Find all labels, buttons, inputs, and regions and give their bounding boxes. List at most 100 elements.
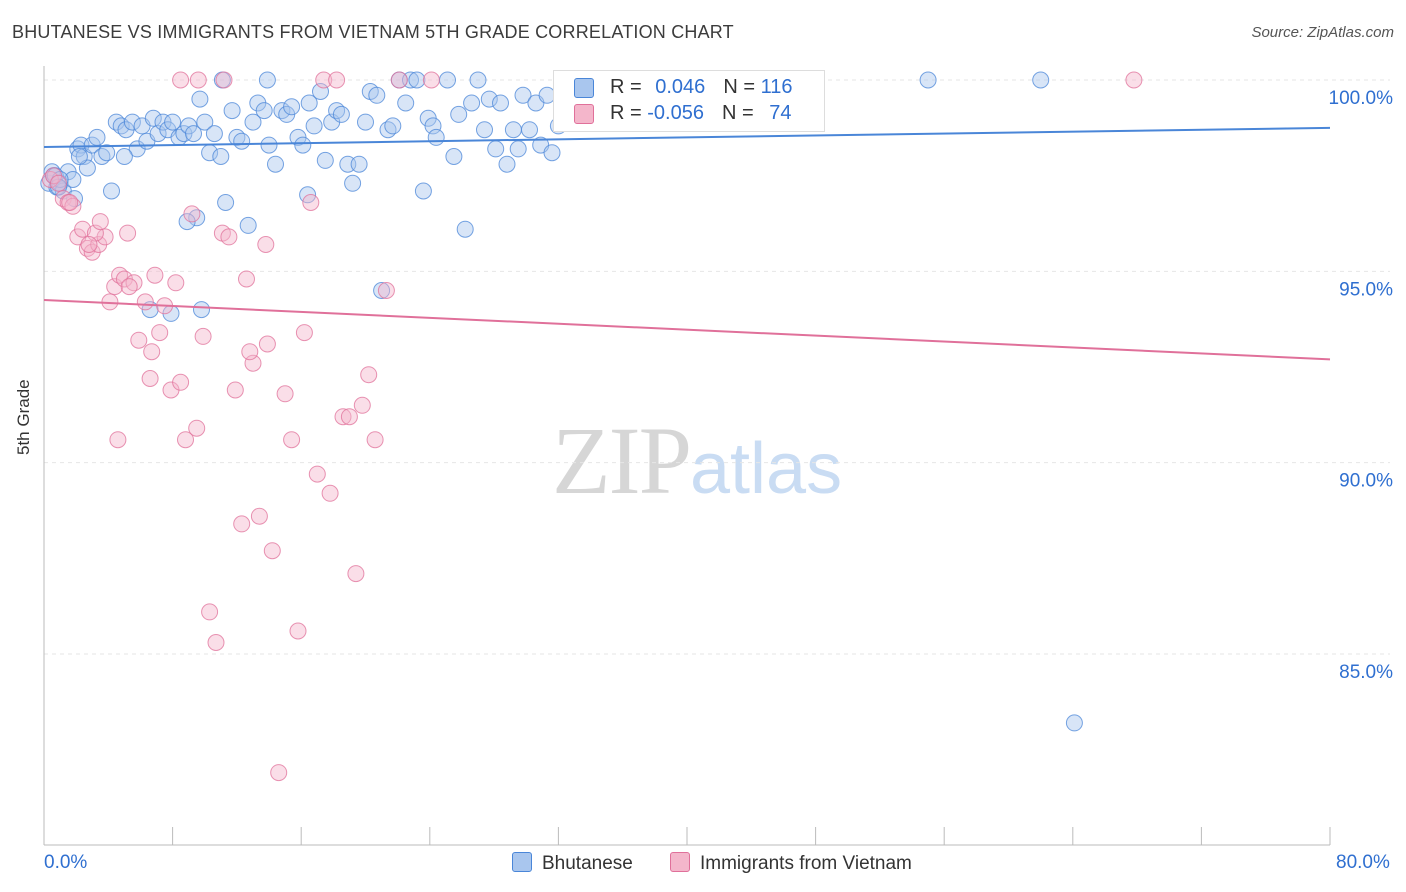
data-point bbox=[215, 71, 233, 89]
data-point bbox=[439, 71, 456, 89]
source-label: Source: ZipAtlas.com bbox=[1251, 24, 1394, 41]
y-tick-label: 95.0% bbox=[1339, 279, 1393, 300]
data-point bbox=[263, 542, 281, 560]
data-point bbox=[212, 148, 230, 165]
r-value: 0.046 bbox=[655, 76, 706, 98]
r-value: -0.056 bbox=[647, 102, 704, 124]
data-point bbox=[1065, 714, 1083, 732]
data-point bbox=[96, 228, 114, 246]
data-point bbox=[130, 331, 148, 349]
data-point bbox=[207, 634, 225, 651]
data-point bbox=[172, 71, 190, 89]
data-point bbox=[344, 174, 362, 192]
data-point bbox=[509, 140, 527, 158]
data-point bbox=[498, 155, 516, 173]
data-point bbox=[241, 343, 259, 361]
data-point bbox=[308, 465, 326, 483]
data-point bbox=[1032, 71, 1050, 89]
data-point bbox=[88, 128, 106, 146]
data-point bbox=[492, 94, 509, 112]
data-point bbox=[300, 94, 318, 112]
data-point bbox=[250, 507, 268, 525]
data-point bbox=[143, 343, 161, 361]
r-label: R = bbox=[610, 76, 648, 98]
data-point bbox=[521, 121, 538, 139]
data-point bbox=[91, 213, 109, 231]
data-point bbox=[103, 182, 120, 200]
data-point bbox=[239, 216, 257, 234]
data-point bbox=[414, 182, 432, 200]
data-point bbox=[74, 220, 92, 238]
data-point bbox=[141, 370, 159, 387]
legend-text: R = -0.056 N = 74 bbox=[610, 102, 791, 125]
data-point bbox=[469, 71, 487, 89]
data-point bbox=[151, 324, 169, 342]
data-point bbox=[289, 622, 307, 640]
n-value: 74 bbox=[769, 102, 792, 124]
chart-title: BHUTANESE VS IMMIGRANTS FROM VIETNAM 5TH… bbox=[12, 22, 734, 42]
data-point bbox=[283, 431, 301, 449]
data-point bbox=[456, 220, 474, 238]
legend-swatch-blue bbox=[574, 78, 594, 98]
data-point bbox=[302, 194, 320, 211]
data-point bbox=[377, 282, 395, 299]
data-point bbox=[120, 278, 138, 296]
data-point bbox=[390, 71, 408, 89]
data-point bbox=[373, 282, 391, 299]
bottom-legend-swatch-pink bbox=[670, 852, 690, 872]
data-point bbox=[450, 105, 468, 123]
data-point bbox=[427, 128, 445, 146]
data-point bbox=[276, 385, 294, 403]
data-point bbox=[61, 194, 79, 211]
data-point bbox=[223, 102, 241, 120]
data-point bbox=[238, 270, 255, 288]
data-point bbox=[115, 148, 133, 165]
data-point bbox=[316, 151, 334, 169]
trend-line bbox=[43, 299, 1331, 361]
data-point bbox=[136, 293, 154, 311]
data-point bbox=[191, 90, 209, 108]
data-point bbox=[201, 603, 219, 621]
data-point bbox=[258, 71, 276, 89]
data-point bbox=[332, 105, 350, 123]
bottom-legend-bhutanese: Bhutanese bbox=[512, 852, 633, 875]
data-point bbox=[109, 431, 127, 449]
bottom-legend-label: Bhutanese bbox=[542, 853, 633, 874]
data-point bbox=[183, 205, 201, 223]
data-point bbox=[194, 327, 212, 345]
y-tick-label: 90.0% bbox=[1339, 471, 1393, 492]
data-point bbox=[177, 431, 194, 449]
legend-text: R = 0.046 N = 116 bbox=[610, 76, 792, 99]
data-point bbox=[80, 236, 98, 253]
data-point bbox=[217, 194, 235, 211]
data-point bbox=[193, 301, 210, 319]
data-point bbox=[514, 86, 532, 104]
data-point bbox=[504, 121, 522, 139]
data-point bbox=[144, 109, 162, 127]
data-point bbox=[487, 140, 505, 158]
bottom-legend-label: Immigrants from Vietnam bbox=[700, 853, 912, 874]
data-point bbox=[64, 171, 82, 188]
legend-swatch-pink bbox=[574, 104, 594, 124]
data-point bbox=[270, 764, 288, 782]
data-point bbox=[119, 224, 137, 242]
data-point bbox=[233, 132, 251, 150]
data-point bbox=[919, 71, 937, 89]
data-point bbox=[164, 113, 182, 131]
data-point bbox=[366, 431, 384, 449]
data-point bbox=[360, 366, 378, 384]
watermark-zip: ZIP bbox=[552, 407, 692, 514]
data-point bbox=[408, 71, 426, 89]
data-point bbox=[1125, 71, 1143, 89]
data-point bbox=[422, 71, 440, 89]
data-point bbox=[260, 136, 278, 154]
y-tick-label: 85.0% bbox=[1339, 662, 1393, 683]
data-point bbox=[220, 228, 238, 246]
data-point bbox=[283, 98, 301, 116]
data-point bbox=[384, 117, 402, 135]
data-point bbox=[397, 94, 415, 112]
data-point bbox=[70, 148, 88, 165]
watermark-atlas: atlas bbox=[690, 429, 843, 509]
r-label: R = bbox=[610, 102, 648, 124]
